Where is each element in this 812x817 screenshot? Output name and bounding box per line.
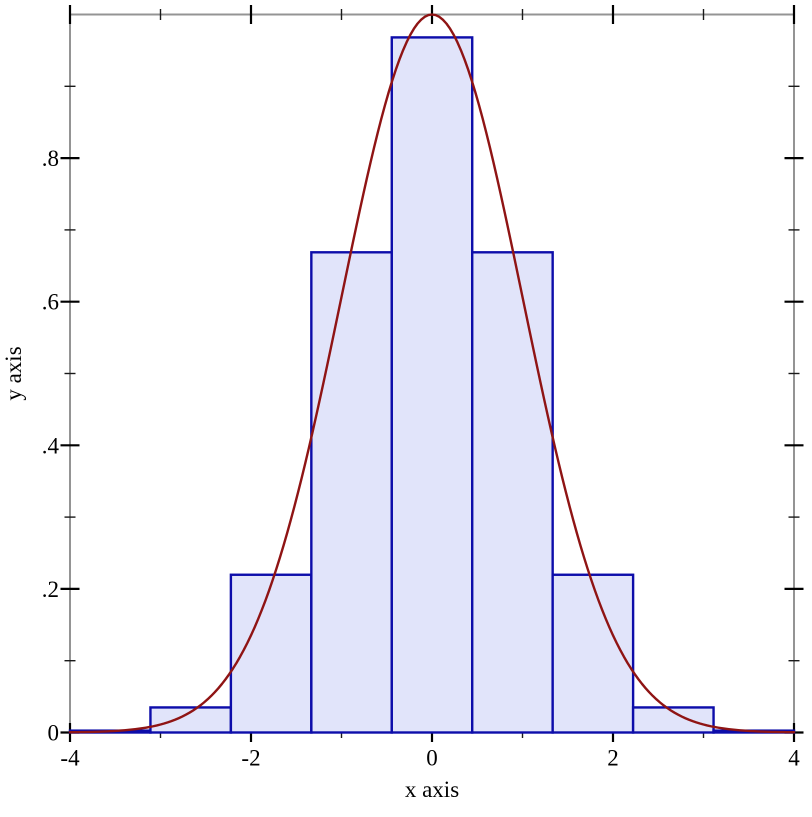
histogram-bar — [310, 251, 393, 734]
histogram-bar — [551, 573, 635, 734]
histogram-bar — [229, 573, 313, 734]
x-axis-title: x axis — [405, 777, 459, 802]
x-tick-label: -4 — [60, 746, 80, 771]
x-tick-label: 2 — [607, 746, 619, 771]
histogram-bar — [390, 36, 474, 734]
histogram-bar — [631, 706, 715, 734]
density-curve — [68, 13, 796, 734]
x-tick-label: 4 — [788, 746, 800, 771]
histogram-bar — [471, 251, 554, 734]
y-tick-label: 0 — [48, 721, 60, 746]
x-tick-label: -2 — [241, 746, 260, 771]
y-axis-title: y axis — [1, 346, 26, 400]
y-tick-label: .8 — [42, 146, 59, 171]
y-tick-label: .6 — [42, 290, 59, 315]
x-tick-label: 0 — [426, 746, 438, 771]
y-tick-label: .4 — [42, 433, 60, 458]
y-tick-label: .2 — [42, 577, 59, 602]
